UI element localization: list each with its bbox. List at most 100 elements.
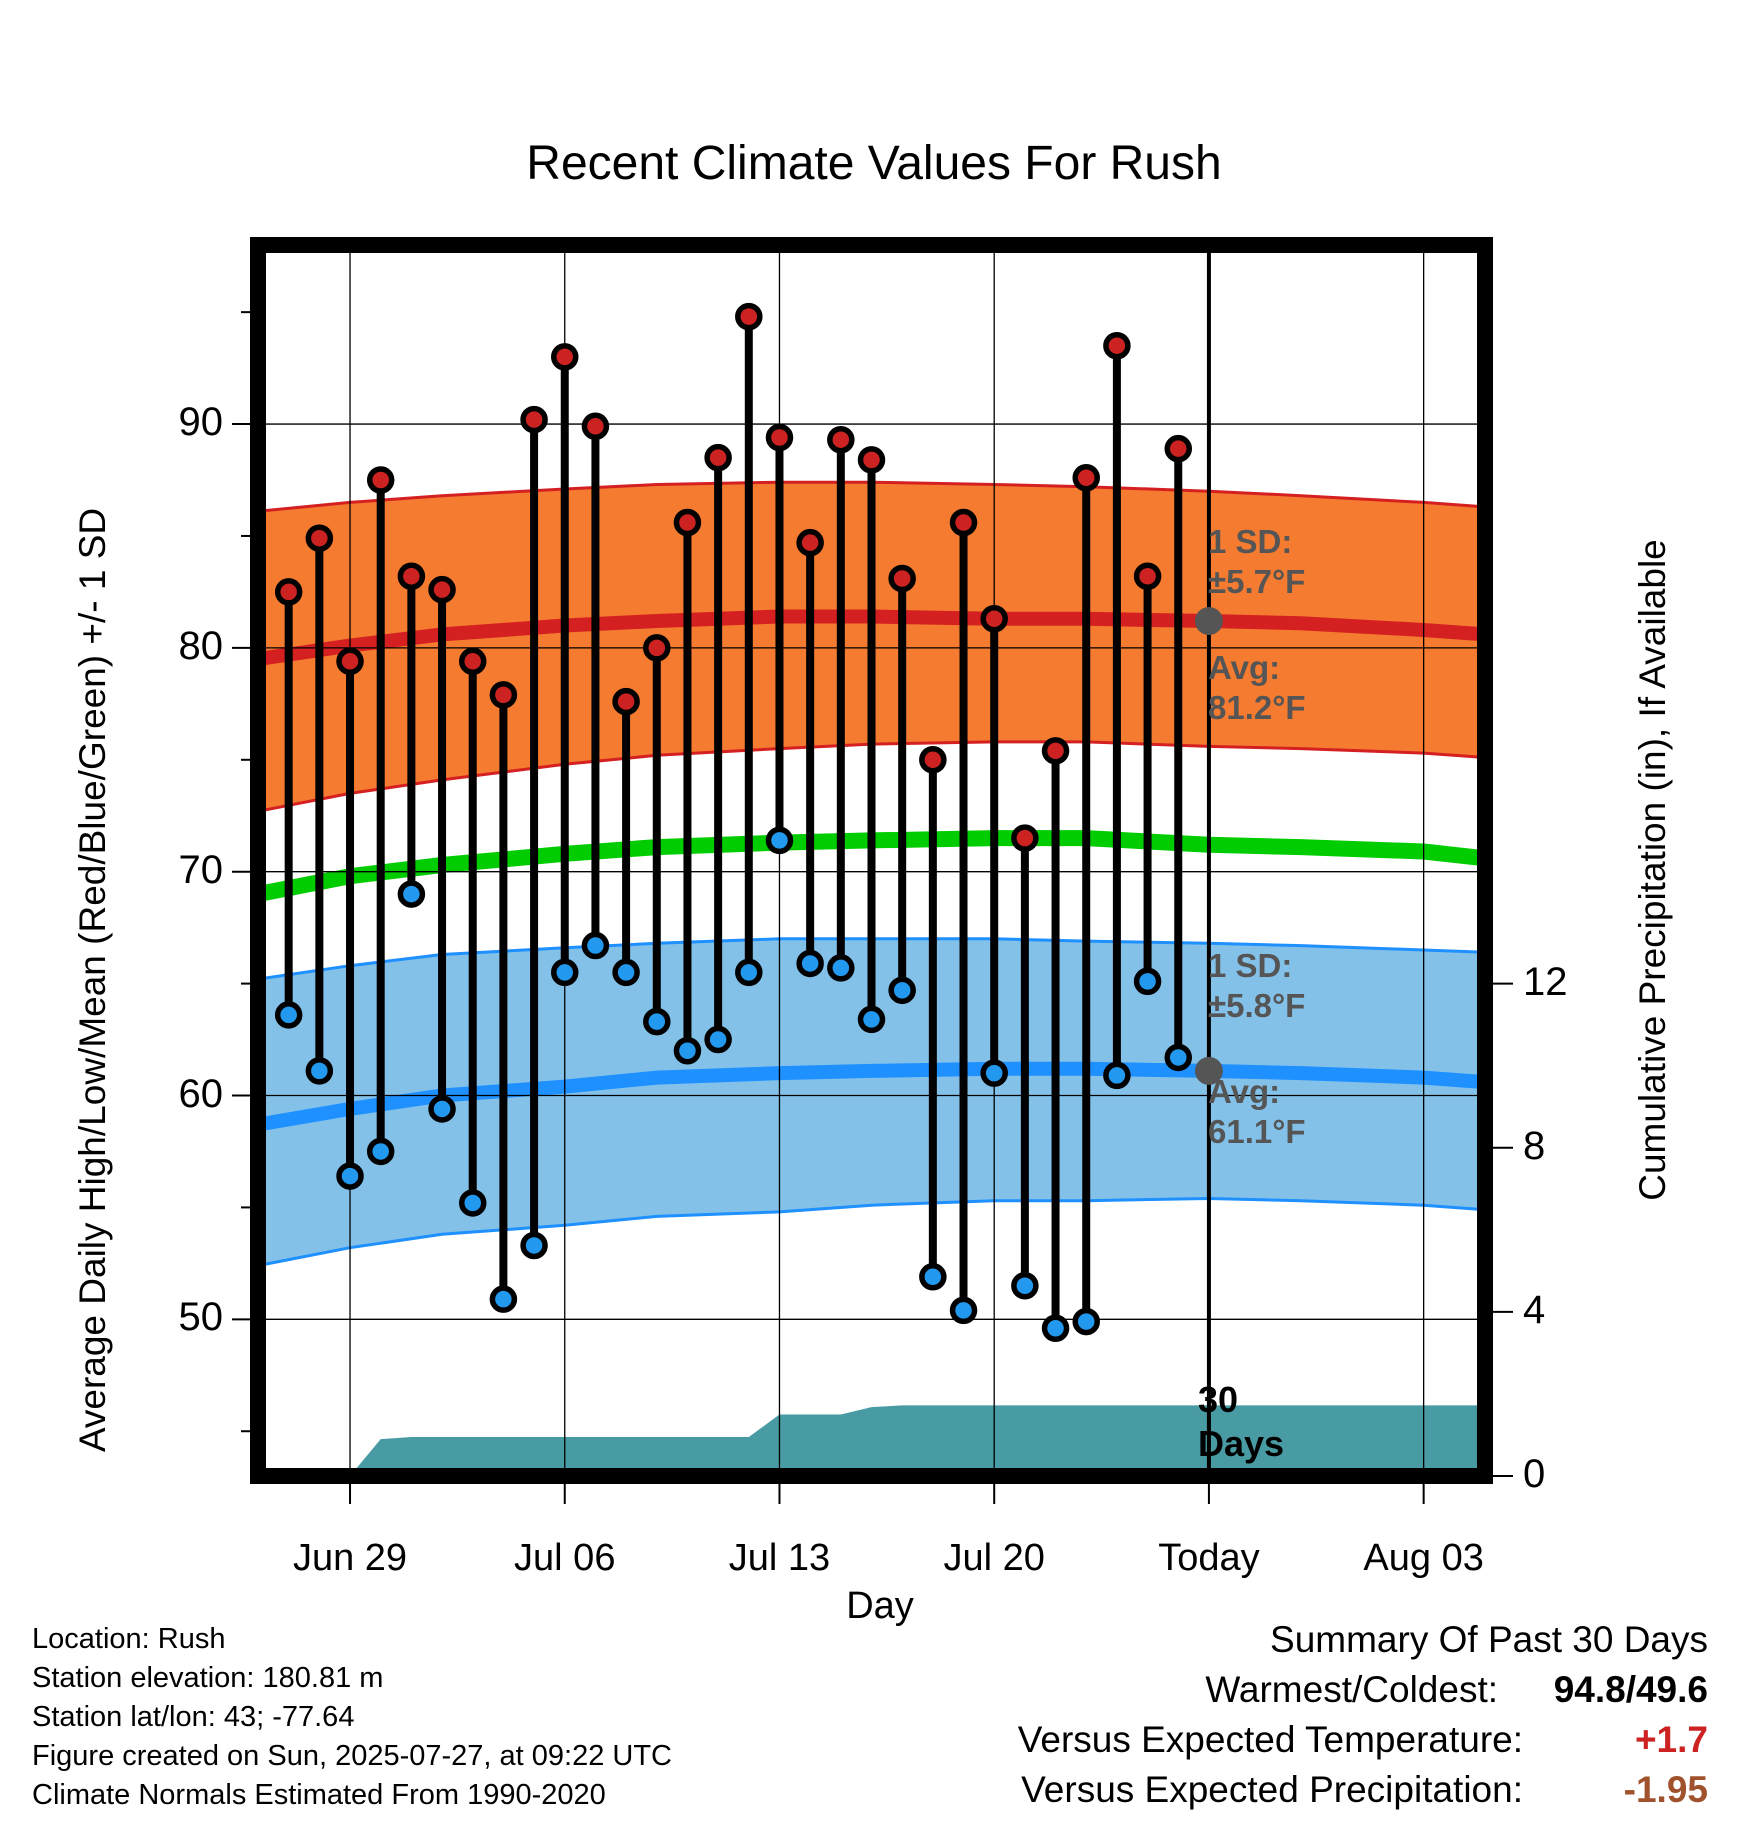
- low-marker-2025-07-14: [796, 949, 824, 978]
- low-marker-2025-07-26: [1164, 1043, 1192, 1072]
- low-sd-band-lower-edge: [257, 1196, 1486, 1268]
- days-annotation: 30 Days: [1198, 1379, 1285, 1464]
- high-marker-2025-07-16: [857, 446, 886, 474]
- high-marker-2025-07-20: [980, 605, 1008, 633]
- high-marker-2025-07-13: [765, 423, 794, 452]
- low-marker-2025-06-27: [274, 1001, 303, 1029]
- precip-tick-label-12: 12: [1523, 959, 1568, 1004]
- today-high-normal-marker: [1194, 607, 1223, 636]
- low-marker-2025-07-11: [704, 1025, 732, 1054]
- high-marker-2025-06-30: [366, 466, 395, 494]
- precip-tick-label-0: 0: [1523, 1452, 1546, 1496]
- y-axis-label-right: Cumulative Precipitation (in), If Availa…: [1632, 539, 1673, 1201]
- summary-warm-cold: Warmest/Coldest: 94.8/49.6: [1018, 1665, 1708, 1715]
- high-marker-2025-07-21: [1011, 824, 1039, 852]
- low-marker-2025-07-04: [489, 1285, 518, 1313]
- high-marker-2025-07-11: [704, 443, 732, 472]
- high-marker-2025-07-15: [827, 425, 855, 454]
- x-tick-label-2025-07-06: Jul 06: [514, 1537, 616, 1579]
- low-marker-2025-07-08: [612, 958, 640, 987]
- summary-temp: Versus Expected Temperature: +1.7: [1018, 1715, 1708, 1765]
- warm-cold-value: 94.8/49.6: [1553, 1669, 1708, 1710]
- x-tick-label-2025-08-03: Aug 03: [1363, 1537, 1484, 1579]
- latlon-text: Station lat/lon: 43; -77.64: [32, 1701, 355, 1733]
- low-marker-2025-07-06: [551, 958, 579, 987]
- low-sd-annotation: 1 SD: ±5.8°F: [1208, 947, 1306, 1024]
- low-marker-2025-07-01: [397, 880, 426, 908]
- low-marker-2025-06-30: [366, 1137, 395, 1166]
- x-tick-label-2025-07-20: Jul 20: [943, 1537, 1045, 1579]
- high-marker-2025-07-14: [796, 528, 824, 557]
- low-marker-2025-07-07: [581, 931, 610, 960]
- high-marker-2025-07-05: [520, 405, 548, 434]
- low-marker-2025-07-16: [857, 1005, 886, 1034]
- low-marker-2025-07-24: [1103, 1061, 1131, 1090]
- high-marker-2025-07-26: [1164, 434, 1192, 463]
- low-marker-2025-07-20: [980, 1059, 1008, 1087]
- high-marker-2025-07-01: [397, 562, 426, 591]
- daily-markers: [274, 302, 1223, 1343]
- high-marker-2025-07-19: [949, 508, 978, 537]
- low-marker-2025-07-18: [919, 1263, 947, 1291]
- high-marker-2025-07-22: [1041, 737, 1070, 765]
- y-tick-label-60: 60: [178, 1071, 224, 1116]
- high-sd-annotation: 1 SD: ±5.7°F: [1208, 523, 1306, 600]
- chart-title: Recent Climate Values For Rush: [526, 137, 1222, 190]
- low-marker-2025-07-19: [949, 1296, 978, 1325]
- high-marker-2025-07-02: [428, 575, 456, 604]
- normals-text: Climate Normals Estimated From 1990-2020: [32, 1779, 606, 1811]
- low-marker-2025-07-21: [1011, 1272, 1039, 1300]
- high-marker-2025-07-18: [919, 746, 947, 774]
- x-tick-label-2025-06-29: Jun 29: [292, 1537, 408, 1579]
- high-marker-2025-07-04: [489, 681, 518, 709]
- high-marker-2025-07-25: [1133, 562, 1162, 591]
- axis-ticks: [232, 311, 1513, 1504]
- x-tick-label-2025-07-27: Today: [1158, 1537, 1260, 1579]
- low-marker-2025-07-12: [735, 958, 763, 987]
- high-avg-annotation: Avg: 81.2°F: [1208, 649, 1306, 726]
- low-avg-annotation: Avg: 61.1°F: [1208, 1073, 1306, 1150]
- station-metadata: Location: Rush Station elevation: 180.81…: [32, 1620, 672, 1815]
- high-marker-2025-07-03: [458, 647, 487, 676]
- high-marker-2025-07-23: [1072, 464, 1100, 492]
- low-marker-2025-06-29: [336, 1162, 364, 1190]
- high-marker-2025-06-27: [274, 578, 303, 606]
- high-marker-2025-07-06: [551, 343, 579, 371]
- low-marker-2025-07-05: [520, 1231, 548, 1260]
- x-tick-label-2025-07-13: Jul 13: [728, 1537, 831, 1579]
- summary-title: Summary Of Past 30 Days: [1270, 1619, 1708, 1660]
- summary-panel: Summary Of Past 30 Days Warmest/Coldest:…: [1018, 1615, 1708, 1815]
- low-marker-2025-07-09: [643, 1007, 671, 1036]
- high-marker-2025-07-09: [643, 634, 671, 662]
- y-tick-label-90: 90: [178, 400, 224, 445]
- low-marker-2025-07-25: [1133, 967, 1162, 996]
- low-marker-2025-06-28: [305, 1057, 334, 1085]
- today-low-normal-marker: [1194, 1056, 1223, 1085]
- summary-precip: Versus Expected Precipitation: -1.95: [1018, 1765, 1708, 1815]
- low-marker-2025-07-02: [428, 1095, 456, 1123]
- high-marker-2025-07-17: [888, 564, 916, 593]
- high-marker-2025-07-24: [1103, 331, 1131, 360]
- y-tick-label-80: 80: [178, 623, 224, 668]
- low-marker-2025-07-13: [765, 826, 794, 855]
- low-marker-2025-07-03: [458, 1189, 487, 1217]
- high-marker-2025-06-29: [336, 647, 364, 676]
- elevation-text: Station elevation: 180.81 m: [32, 1662, 384, 1694]
- high-marker-2025-06-28: [305, 524, 334, 552]
- high-marker-2025-07-12: [735, 302, 763, 331]
- location-text: Location: Rush: [32, 1623, 226, 1655]
- high-marker-2025-07-07: [581, 412, 610, 441]
- plot-border: [250, 237, 1493, 1484]
- y-axis-label-left: Average Daily High/Low/Mean (Red/Blue/Gr…: [72, 507, 113, 1453]
- precip-tick-label-4: 4: [1523, 1287, 1546, 1332]
- low-marker-2025-07-15: [827, 954, 855, 982]
- precip-tick-label-8: 8: [1523, 1123, 1546, 1168]
- precip-anomaly-value: -1.95: [1623, 1769, 1708, 1810]
- low-marker-2025-07-17: [888, 976, 916, 1005]
- plot-frame: [250, 237, 1493, 1484]
- created-text: Figure created on Sun, 2025-07-27, at 09…: [32, 1740, 672, 1772]
- daily-stems: [284, 316, 1183, 1329]
- y-tick-label-70: 70: [178, 847, 224, 892]
- temp-anomaly-value: +1.7: [1634, 1719, 1708, 1760]
